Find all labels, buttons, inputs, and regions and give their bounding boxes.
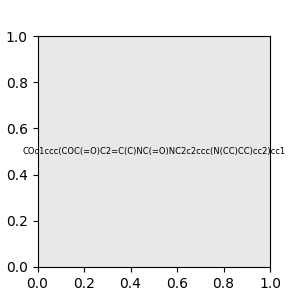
Text: COc1ccc(COC(=O)C2=C(C)NC(=O)NC2c2ccc(N(CC)CC)cc2)cc1: COc1ccc(COC(=O)C2=C(C)NC(=O)NC2c2ccc(N(C…	[22, 147, 285, 156]
